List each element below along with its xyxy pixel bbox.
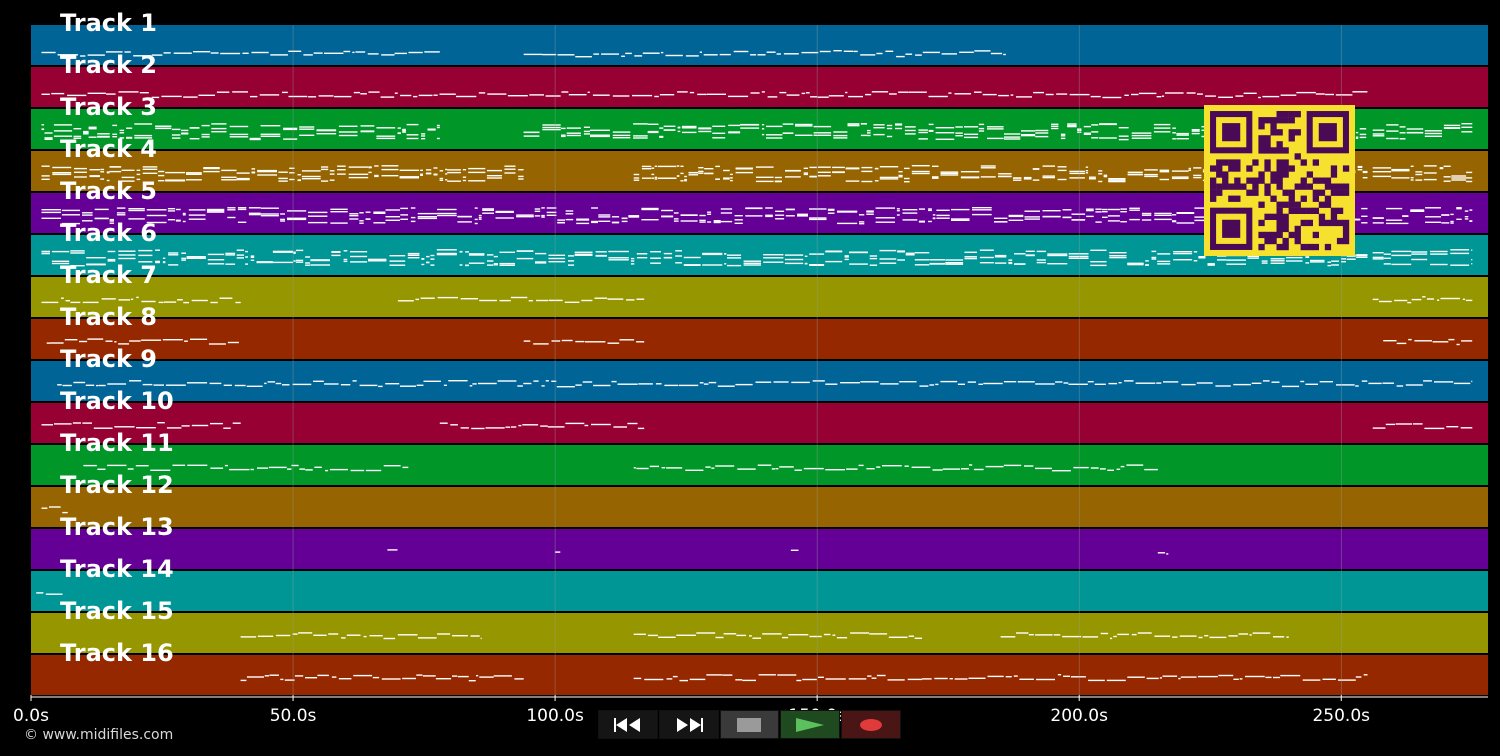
track-lane-15 <box>31 613 1488 653</box>
track-label-15: Track 15 <box>60 597 174 625</box>
track-notes-3 <box>41 123 1473 141</box>
track-label-7: Track 7 <box>60 261 157 289</box>
time-tick-label: 0.0s <box>13 706 49 726</box>
track-notes-13 <box>387 549 1169 555</box>
track-notes-6 <box>41 249 1473 267</box>
time-tick-label: 250.0s <box>1312 706 1370 726</box>
track-lane-1 <box>31 25 1488 65</box>
fast-forward-button[interactable] <box>658 710 719 739</box>
track-label-9: Track 9 <box>60 345 157 373</box>
track-label-11: Track 11 <box>60 429 174 457</box>
track-notes-7 <box>41 296 1473 304</box>
track-notes-11 <box>83 464 1158 472</box>
track-label-10: Track 10 <box>60 387 174 415</box>
track-notes-12 <box>41 506 68 514</box>
track-lane-2 <box>31 67 1488 107</box>
track-label-5: Track 5 <box>60 177 157 205</box>
track-notes-10 <box>41 422 1473 430</box>
rewind-icon <box>613 717 640 732</box>
time-tick-label: 200.0s <box>1050 706 1108 726</box>
track-lane-7 <box>31 277 1488 317</box>
qr-code-image <box>1204 105 1355 256</box>
track-label-4: Track 4 <box>60 135 157 163</box>
record-icon <box>860 718 883 731</box>
rewind-button[interactable] <box>598 710 658 739</box>
track-label-14: Track 14 <box>60 555 174 583</box>
track-notes-8 <box>46 338 1473 346</box>
track-label-16: Track 16 <box>60 639 174 667</box>
fast-forward-icon <box>676 717 703 732</box>
track-label-2: Track 2 <box>60 51 157 79</box>
track-lane-9 <box>31 361 1488 401</box>
play-icon <box>796 717 825 732</box>
stop-button[interactable] <box>719 710 780 739</box>
track-notes-9 <box>57 380 1473 388</box>
track-notes-14 <box>36 592 63 595</box>
track-label-6: Track 6 <box>60 219 157 247</box>
transport-controls <box>598 710 902 741</box>
track-notes-16 <box>240 674 1368 682</box>
track-lane-8 <box>31 319 1488 359</box>
track-label-1: Track 1 <box>60 9 157 37</box>
track-lane-10 <box>31 403 1488 443</box>
time-tick-label: 50.0s <box>270 706 317 726</box>
track-notes-2 <box>41 91 1368 99</box>
track-label-8: Track 8 <box>60 303 157 331</box>
track-lane-14 <box>31 571 1488 611</box>
track-label-13: Track 13 <box>60 513 174 541</box>
track-notes-1 <box>41 50 1006 58</box>
time-tick-label: 100.0s <box>526 706 584 726</box>
stop-icon <box>737 717 762 732</box>
record-button[interactable] <box>841 710 901 739</box>
track-label-3: Track 3 <box>60 93 157 121</box>
track-label-12: Track 12 <box>60 471 174 499</box>
track-notes-15 <box>240 632 1289 640</box>
play-button[interactable] <box>780 710 841 739</box>
track-lane-13 <box>31 529 1488 569</box>
track-lane-12 <box>31 487 1488 527</box>
copyright-text: © www.midifiles.com <box>24 727 174 743</box>
